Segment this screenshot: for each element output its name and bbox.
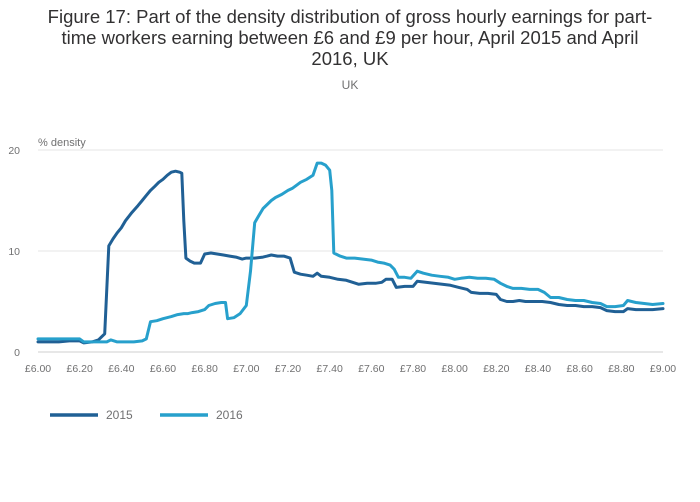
x-axis: £6.00 £6.20 £6.40 £6.60 £6.80 £7.00 £7.20 £7.40…: [25, 363, 676, 375]
x-tick-label: £7.80: [400, 363, 426, 375]
x-tick-label: £7.60: [358, 363, 384, 375]
x-tick-label: £6.40: [108, 363, 134, 375]
x-tick-label: £7.00: [233, 363, 259, 375]
series-line-2016: [36, 161, 665, 344]
grid-lines: [38, 149, 663, 353]
legend-label-2016: 2016: [216, 408, 243, 422]
series-line-2015: [36, 169, 665, 345]
y-axis-label: % density: [38, 137, 86, 149]
x-tick-label: £6.60: [150, 363, 176, 375]
series-lines: [36, 161, 665, 345]
x-tick-label: £7.20: [275, 363, 301, 375]
x-tick-label: £8.20: [483, 363, 509, 375]
chart-title-line-3: 2016, UK: [311, 48, 389, 69]
x-tick-label: £8.80: [608, 363, 634, 375]
x-tick-label: £8.60: [567, 363, 593, 375]
y-tick-label: 0: [14, 347, 20, 359]
chart-title: Figure 17: Part of the density distribut…: [0, 6, 700, 69]
x-tick-label: £6.20: [67, 363, 93, 375]
chart-subtitle: UK: [341, 78, 359, 92]
legend-label-2015: 2015: [106, 408, 133, 422]
chart-title-line-1: Figure 17: Part of the density distribut…: [47, 6, 653, 27]
chart-title-line-2: time workers earning between £6 and £9 p…: [61, 27, 639, 48]
x-tick-label: £9.00: [650, 363, 676, 375]
x-tick-label: £6.00: [25, 363, 51, 375]
y-tick-label: 20: [8, 145, 20, 157]
y-tick-label: 10: [8, 246, 20, 258]
x-tick-label: £8.00: [442, 363, 468, 375]
x-tick-label: £6.80: [192, 363, 218, 375]
legend: 2015 2016: [50, 408, 243, 422]
x-tick-label: £8.40: [525, 363, 551, 375]
y-axis: 0 10 20 % density: [8, 137, 86, 359]
x-tick-label: £7.40: [317, 363, 343, 375]
